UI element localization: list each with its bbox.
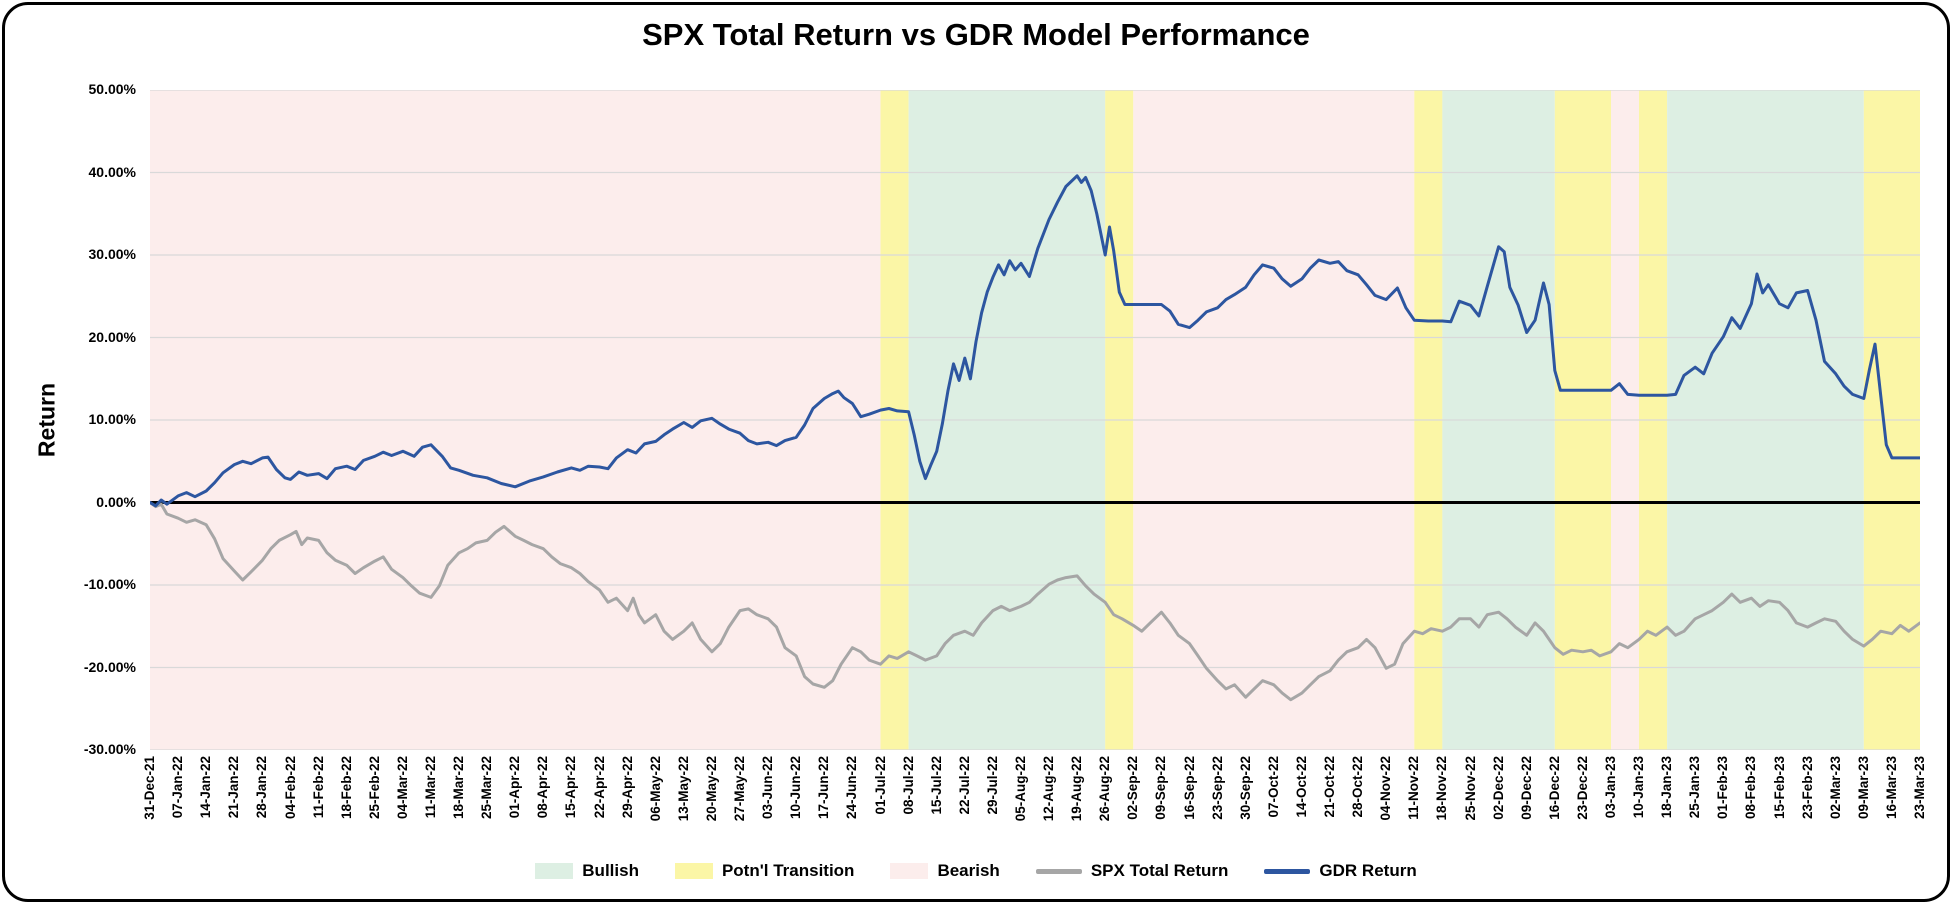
x-tick-label: 09-Mar-23 bbox=[1855, 756, 1871, 820]
x-tick-label: 15-Feb-23 bbox=[1771, 756, 1787, 820]
x-tick-label: 08-Jul-22 bbox=[900, 756, 916, 815]
plot-area bbox=[150, 90, 1920, 750]
x-tick-label: 15-Jul-22 bbox=[928, 756, 944, 815]
x-tick-label: 11-Mar-22 bbox=[423, 756, 438, 819]
legend-swatch-spx-total-return bbox=[1035, 868, 1082, 874]
x-tick-label: 10-Jun-22 bbox=[788, 756, 804, 820]
x-tick-label: 14-Oct-22 bbox=[1293, 756, 1309, 818]
y-tick-label: 30.00% bbox=[88, 246, 136, 262]
x-tick-label: 22-Jul-22 bbox=[956, 756, 972, 815]
x-tick-label: 25-Feb-22 bbox=[366, 756, 382, 820]
x-tick-label: 10-Jan-23 bbox=[1631, 756, 1646, 819]
x-tick-label: 09-Sep-22 bbox=[1153, 756, 1169, 820]
x-tick-label: 23-Dec-22 bbox=[1574, 756, 1590, 820]
legend: Bullish Potn'l Transition Bearish SPX Total… bbox=[5, 861, 1947, 881]
x-tick-label: 18-Nov-22 bbox=[1434, 756, 1450, 821]
legend-item-spx-total-return: SPX Total Return bbox=[1035, 861, 1229, 881]
x-tick-label: 31-Dec-21 bbox=[142, 756, 157, 820]
x-tick-label: 22-Apr-22 bbox=[591, 756, 607, 819]
x-tick-label: 07-Jan-22 bbox=[170, 756, 186, 819]
x-tick-label: 18-Feb-22 bbox=[338, 756, 354, 820]
x-tick-label: 21-Oct-22 bbox=[1322, 756, 1337, 818]
x-tick-label: 02-Mar-23 bbox=[1827, 756, 1843, 820]
x-tick-label: 02-Dec-22 bbox=[1490, 756, 1506, 820]
y-tick-label: -10.00% bbox=[83, 576, 136, 592]
x-tick-label: 01-Apr-22 bbox=[507, 756, 523, 819]
y-tick-label: -20.00% bbox=[83, 659, 136, 675]
x-tick-label: 13-May-22 bbox=[675, 756, 691, 822]
x-tick-label: 28-Oct-22 bbox=[1350, 756, 1366, 818]
x-tick-label: 23-Sep-22 bbox=[1209, 756, 1225, 820]
legend-label: GDR Return bbox=[1319, 861, 1417, 880]
x-tick-label: 02-Sep-22 bbox=[1125, 756, 1141, 820]
legend-item-bearish: Bearish bbox=[890, 861, 1000, 881]
x-tick-label: 18-Mar-22 bbox=[451, 756, 466, 820]
x-tick-label: 29-Apr-22 bbox=[619, 756, 635, 819]
x-tick-label: 14-Jan-22 bbox=[198, 756, 214, 819]
series-gdr-return bbox=[150, 174, 1920, 508]
x-tick-label: 09-Dec-22 bbox=[1518, 756, 1534, 820]
legend-label: SPX Total Return bbox=[1090, 861, 1229, 880]
chart-title: SPX Total Return vs GDR Model Performanc… bbox=[642, 17, 1310, 52]
x-tick-label: 25-Nov-22 bbox=[1462, 756, 1478, 821]
legend-swatch-potn-l-transition bbox=[674, 863, 713, 879]
legend-item-bullish: Bullish bbox=[535, 861, 639, 881]
x-tick-label: 03-Jan-23 bbox=[1603, 756, 1618, 819]
legend-item-potn-l-transition: Potn'l Transition bbox=[674, 861, 855, 881]
x-tick-label: 04-Mar-22 bbox=[394, 756, 410, 820]
y-tick-label: 40.00% bbox=[88, 164, 136, 180]
x-tick-label: 08-Apr-22 bbox=[535, 756, 551, 819]
legend-swatch-gdr-return bbox=[1264, 868, 1311, 874]
x-tick-label: 01-Jul-22 bbox=[872, 756, 888, 815]
x-tick-label: 11-Feb-22 bbox=[310, 756, 326, 819]
x-tick-label: 29-Jul-22 bbox=[984, 756, 1000, 815]
x-axis: 31-Dec-21 07-Jan-22 14-Jan-22 21-Jan-22 28-J… bbox=[142, 756, 1927, 851]
x-tick-label: 07-Oct-22 bbox=[1265, 756, 1281, 818]
x-tick-label: 25-Mar-22 bbox=[479, 756, 495, 820]
x-tick-label: 19-Aug-22 bbox=[1069, 756, 1085, 822]
x-tick-label: 30-Sep-22 bbox=[1237, 756, 1253, 820]
x-tick-label: 25-Jan-23 bbox=[1687, 756, 1703, 819]
y-tick-label: -30.00% bbox=[83, 741, 136, 757]
x-tick-label: 16-Dec-22 bbox=[1546, 756, 1562, 820]
x-tick-label: 17-Jun-22 bbox=[816, 756, 832, 820]
x-tick-label: 20-May-22 bbox=[703, 756, 719, 822]
y-tick-label: 20.00% bbox=[88, 329, 136, 345]
y-tick-label: 0.00% bbox=[96, 494, 136, 510]
x-tick-label: 01-Feb-23 bbox=[1715, 756, 1731, 820]
x-tick-label: 06-May-22 bbox=[647, 756, 663, 822]
x-tick-label: 15-Apr-22 bbox=[563, 756, 579, 819]
y-tick-label: 10.00% bbox=[88, 411, 136, 427]
x-tick-label: 03-Jun-22 bbox=[760, 756, 776, 820]
legend-swatch-bearish bbox=[890, 863, 929, 879]
series-spx-total-return bbox=[150, 501, 1920, 702]
x-tick-label: 28-Jan-22 bbox=[254, 756, 270, 819]
x-tick-label: 16-Sep-22 bbox=[1181, 756, 1197, 820]
legend-item-gdr-return: GDR Return bbox=[1264, 861, 1417, 881]
legend-label: Bearish bbox=[937, 861, 1000, 880]
x-tick-label: 18-Jan-23 bbox=[1659, 756, 1675, 819]
x-tick-label: 08-Feb-23 bbox=[1743, 756, 1759, 820]
x-tick-label: 11-Nov-22 bbox=[1406, 756, 1422, 820]
x-tick-label: 23-Mar-23 bbox=[1912, 756, 1927, 820]
legend-label: Potn'l Transition bbox=[721, 861, 855, 880]
x-tick-label: 05-Aug-22 bbox=[1013, 756, 1028, 822]
y-tick-label: 50.00% bbox=[88, 81, 136, 97]
x-tick-label: 21-Jan-22 bbox=[226, 756, 242, 819]
legend-label: Bullish bbox=[582, 861, 639, 880]
x-tick-label: 16-Mar-23 bbox=[1883, 756, 1899, 820]
x-tick-label: 23-Feb-23 bbox=[1799, 756, 1815, 820]
x-tick-label: 04-Feb-22 bbox=[282, 756, 298, 820]
legend-swatch-bullish bbox=[535, 863, 574, 879]
x-tick-label: 26-Aug-22 bbox=[1097, 756, 1113, 822]
x-tick-label: 24-Jun-22 bbox=[844, 756, 860, 820]
x-tick-label: 04-Nov-22 bbox=[1378, 756, 1394, 821]
x-tick-label: 12-Aug-22 bbox=[1041, 756, 1056, 822]
x-tick-label: 27-May-22 bbox=[732, 756, 747, 822]
